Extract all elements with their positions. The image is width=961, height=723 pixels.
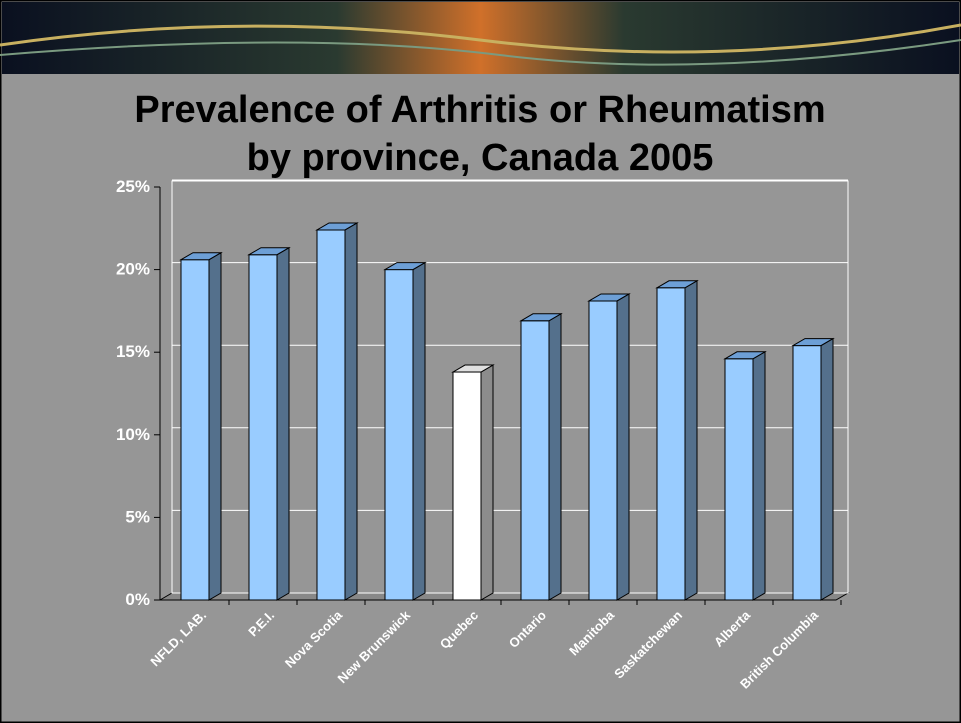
chart-title: by province, Canada 2005 xyxy=(247,137,714,179)
bar-top xyxy=(179,252,223,261)
bar-side xyxy=(344,222,358,601)
bar xyxy=(587,293,631,601)
bar-top xyxy=(519,313,563,322)
bar-side xyxy=(208,251,222,601)
bar xyxy=(723,350,767,601)
bar xyxy=(791,337,835,601)
bar-front xyxy=(520,320,550,601)
bar-front xyxy=(724,358,754,601)
y-tick-label: 15% xyxy=(116,342,150,361)
banner-swirl xyxy=(0,39,961,66)
bar-side xyxy=(548,312,562,601)
bar-front xyxy=(792,345,822,601)
banner xyxy=(2,2,959,74)
bar xyxy=(315,222,359,601)
bar-front xyxy=(656,287,686,601)
bar-top xyxy=(451,364,495,373)
bar-side xyxy=(616,293,630,601)
bar-side xyxy=(480,364,494,601)
bar-side xyxy=(752,350,766,601)
y-tick-label: 0% xyxy=(125,590,150,609)
bar-side xyxy=(412,261,426,601)
bar-top xyxy=(723,351,767,360)
bar xyxy=(179,251,223,601)
bar xyxy=(451,364,495,601)
bar-side xyxy=(684,279,698,601)
bar-side xyxy=(276,246,290,601)
bar xyxy=(247,246,291,601)
bar-top xyxy=(791,338,835,347)
y-tick-label: 25% xyxy=(116,177,150,196)
bar-front xyxy=(588,300,618,601)
bar-front xyxy=(248,254,278,601)
y-tick-label: 20% xyxy=(116,260,150,279)
banner-swirl xyxy=(0,23,961,54)
bar-side xyxy=(820,337,834,601)
bar xyxy=(383,261,427,601)
bar-top xyxy=(247,247,291,256)
y-tick-label: 10% xyxy=(116,425,150,444)
chart-title: Prevalence of Arthritis or Rheumatism xyxy=(134,89,825,131)
y-tick-label: 5% xyxy=(125,507,150,526)
bar-top xyxy=(587,293,631,302)
bar xyxy=(655,279,699,601)
bar-front xyxy=(452,371,482,601)
bar-top xyxy=(315,222,359,231)
bar-front xyxy=(316,229,346,601)
bar-top xyxy=(383,262,427,271)
bar-front xyxy=(384,269,414,601)
bar-front xyxy=(180,259,210,601)
bar xyxy=(519,312,563,601)
bar-top xyxy=(655,280,699,289)
